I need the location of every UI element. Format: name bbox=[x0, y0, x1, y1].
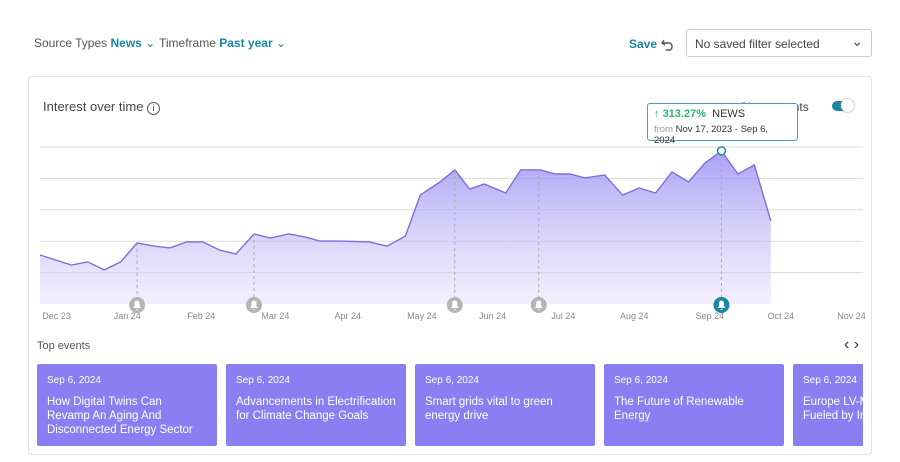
value: News bbox=[110, 36, 142, 50]
event-card[interactable]: Sep 6, 2024 Advancements in Electrificati… bbox=[226, 364, 406, 446]
x-tick-label: Sep 24 bbox=[696, 311, 725, 321]
x-tick-label: Jun 24 bbox=[479, 311, 506, 321]
dropdown-text: No saved filter selected bbox=[695, 37, 820, 51]
line bbox=[39, 149, 772, 271]
chart: Dec 23 Jan 24 Feb 24 Mar 24 Apr 24 May 24 Jun … bbox=[39, 146, 866, 321]
panel bbox=[28, 76, 872, 455]
tooltip: ↑ 313.27% NEWS from Nov 17, 2023 - Sep 6… bbox=[647, 103, 798, 146]
x-tick-label: Jul 24 bbox=[551, 311, 575, 321]
area bbox=[40, 150, 771, 304]
event-title: Smart grids vital to green energy drive bbox=[425, 396, 553, 422]
undo-icon[interactable] bbox=[660, 36, 676, 52]
label: Source Types bbox=[34, 36, 108, 50]
highlight-point bbox=[716, 146, 727, 156]
event-date: Sep 6, 2024 bbox=[236, 375, 290, 386]
tooltip-source: NEWS bbox=[712, 108, 746, 120]
saved-filter-dropdown[interactable]: No saved filter selected ⌄ bbox=[686, 29, 872, 57]
event-date: Sep 6, 2024 bbox=[47, 375, 101, 386]
tooltip-range: Nov 17, 2023 - Sep 6, 2024 bbox=[654, 124, 769, 146]
timeframe-filter[interactable]: Timeframe Past year ⌄ bbox=[159, 36, 287, 50]
event-card[interactable]: Sep 6, 2024 How Digital Twins Can Revamp … bbox=[37, 364, 217, 446]
title-text: Interest over time bbox=[43, 99, 144, 114]
events-title: Top events bbox=[37, 340, 91, 352]
event-card[interactable]: Sep 6, 2024 Smart grids vital to green en… bbox=[415, 364, 595, 446]
save-button[interactable]: Save bbox=[629, 37, 658, 51]
source-filter[interactable]: Source Types News ⌄ bbox=[34, 36, 156, 50]
event-title: Advancements in Electrification for Clim… bbox=[236, 396, 396, 422]
event-date: Sep 6, 2024 bbox=[425, 375, 479, 386]
x-tick-label: Feb 24 bbox=[187, 311, 215, 321]
bell-icon bbox=[450, 300, 459, 310]
x-tick-label: Dec 23 bbox=[42, 311, 71, 321]
x-tick-label: Mar 24 bbox=[261, 311, 289, 321]
x-tick-label: Jan 24 bbox=[114, 311, 141, 321]
x-tick-label: Oct 24 bbox=[767, 311, 794, 321]
bell-icon bbox=[717, 300, 726, 310]
value: Past year bbox=[219, 36, 273, 50]
event-title: How Digital Twins Can Revamp An Aging An… bbox=[47, 396, 193, 436]
tooltip-change: 313.27% bbox=[662, 108, 706, 120]
event-card[interactable]: Sep 6, 2024 The Future of Renewable Energ… bbox=[604, 364, 784, 446]
bell-icon bbox=[534, 300, 543, 310]
events-strip: Sep 6, 2024 How Digital Twins Can Revamp … bbox=[37, 364, 863, 446]
x-tick-label: Aug 24 bbox=[620, 311, 649, 321]
panel-title: Interest over time i bbox=[43, 99, 161, 115]
event-card[interactable]: Sep 6, 2024 Europe LV-M Market: Envi Fuel… bbox=[793, 364, 863, 446]
events-nav[interactable]: ‹ › bbox=[844, 336, 860, 353]
x-tick-label: Apr 24 bbox=[335, 311, 362, 321]
event-date: Sep 6, 2024 bbox=[614, 375, 668, 386]
bell-icon bbox=[249, 300, 258, 310]
event-title: The Future of Renewable Energy bbox=[614, 396, 744, 422]
bell-icon bbox=[133, 300, 142, 310]
x-tick-label: Nov 24 bbox=[837, 311, 866, 321]
events-toggle[interactable] bbox=[832, 99, 854, 112]
event-date: Sep 6, 2024 bbox=[803, 375, 857, 386]
tooltip-from: from bbox=[654, 124, 673, 135]
label: Timeframe bbox=[159, 36, 216, 50]
event-title: Europe LV-M Market: Envi Fueled by In bbox=[803, 396, 863, 422]
x-tick-label: May 24 bbox=[407, 311, 437, 321]
